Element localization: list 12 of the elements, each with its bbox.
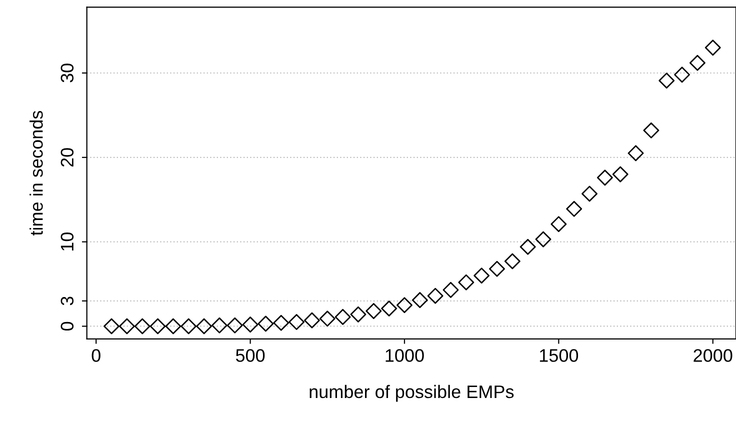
x-tick-label: 1500 (540, 349, 578, 362)
x-tick-label: 2000 (694, 349, 732, 362)
x-tick-label: 0 (92, 349, 100, 362)
y-tick-label: 3 (60, 296, 74, 306)
x-axis-title: number of possible EMPs (310, 384, 514, 402)
x-tick-label: 1000 (386, 349, 424, 362)
x-tick-label: 500 (236, 349, 265, 362)
y-tick-label: 30 (60, 64, 74, 82)
y-tick-label: 10 (60, 232, 74, 250)
y-tick-label: 20 (60, 148, 74, 167)
y-axis-title: time in seconds (30, 110, 43, 236)
y-tick-label: 0 (60, 322, 74, 331)
